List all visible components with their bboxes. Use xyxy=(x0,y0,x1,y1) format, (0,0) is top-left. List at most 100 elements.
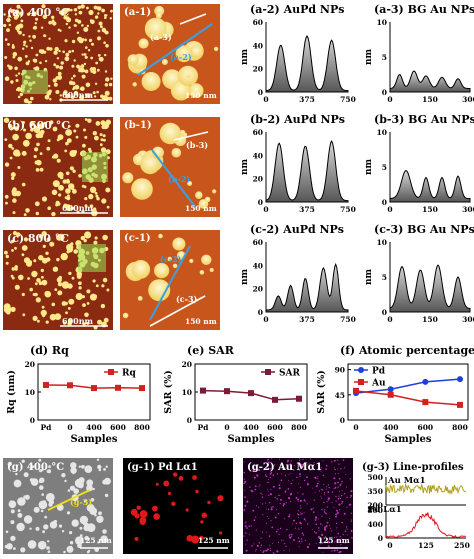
particle xyxy=(10,535,16,542)
particle xyxy=(7,15,10,18)
particle xyxy=(33,58,38,63)
particle xyxy=(322,460,324,462)
particle xyxy=(201,254,212,265)
particle xyxy=(39,469,43,473)
particle xyxy=(100,147,107,153)
particle xyxy=(93,95,97,98)
particle xyxy=(61,530,65,533)
particle xyxy=(285,502,287,504)
particle xyxy=(285,489,287,491)
particle xyxy=(171,501,176,506)
particle xyxy=(255,505,257,507)
particle xyxy=(15,14,20,18)
chart-xtick: 600 xyxy=(110,423,126,432)
particle xyxy=(260,546,262,548)
particle xyxy=(182,132,188,138)
series-line xyxy=(355,390,461,406)
particle xyxy=(39,152,43,156)
particle xyxy=(171,147,182,158)
particle xyxy=(331,461,333,463)
particle xyxy=(11,176,15,180)
particle xyxy=(42,14,48,20)
particle xyxy=(327,497,330,500)
particle xyxy=(96,458,100,461)
particle xyxy=(272,474,275,476)
profile-ytick: 60 xyxy=(253,238,263,247)
particle xyxy=(64,479,67,483)
particle xyxy=(331,491,334,493)
particle xyxy=(23,128,26,132)
chart-ytick: 0 xyxy=(340,416,345,425)
particle xyxy=(7,43,10,46)
particle xyxy=(346,496,348,498)
particle xyxy=(25,61,30,66)
particle xyxy=(10,509,15,514)
particle xyxy=(350,530,353,532)
chart-ytick: 20 xyxy=(25,360,35,369)
particle xyxy=(35,17,39,21)
particle xyxy=(102,479,108,485)
particle xyxy=(302,466,304,468)
particle xyxy=(243,461,245,463)
profile-ytick: 40 xyxy=(253,261,263,270)
particle xyxy=(269,547,271,549)
particle xyxy=(243,471,246,474)
chart-title: (d) Rq xyxy=(30,344,69,357)
particle xyxy=(137,296,143,301)
particle xyxy=(327,484,329,486)
particle xyxy=(34,22,37,25)
particle xyxy=(323,528,326,530)
profile-curve xyxy=(389,169,471,203)
chart-ytick: 10 xyxy=(25,388,35,397)
particle xyxy=(54,46,59,52)
particle xyxy=(11,147,15,150)
sem-label: (g) 400 °C xyxy=(7,462,64,473)
particle xyxy=(22,313,26,317)
particle xyxy=(66,545,74,553)
particle xyxy=(21,292,25,297)
particle xyxy=(38,458,42,462)
particle xyxy=(301,513,303,515)
chart-xlabel: Samples xyxy=(227,434,274,445)
particle xyxy=(262,514,264,516)
particle xyxy=(104,83,109,87)
particle xyxy=(134,513,140,519)
particle xyxy=(96,68,100,72)
particle xyxy=(341,500,344,503)
particle xyxy=(48,89,52,94)
particle xyxy=(266,531,268,533)
particle xyxy=(56,277,62,283)
particle xyxy=(22,33,25,37)
particle xyxy=(290,472,292,474)
data-point xyxy=(422,378,429,385)
chart-xtick: 400 xyxy=(86,423,102,432)
particle xyxy=(267,548,269,551)
particle xyxy=(83,128,86,132)
particle xyxy=(284,475,287,477)
particle xyxy=(323,510,325,512)
particle xyxy=(53,153,59,159)
particle xyxy=(139,510,148,518)
particle xyxy=(288,515,291,518)
legend-marker xyxy=(358,367,364,373)
chart-xtick: 800 xyxy=(452,423,468,432)
particle xyxy=(30,96,34,101)
particle xyxy=(327,540,329,542)
particle xyxy=(45,293,50,298)
chart-ytick: 0 xyxy=(187,416,192,425)
particle xyxy=(12,211,16,215)
particle xyxy=(325,513,328,515)
sem-line-label: (g-3) xyxy=(70,497,92,507)
particle xyxy=(104,53,107,57)
particle xyxy=(99,25,103,29)
particle xyxy=(64,56,70,62)
particle xyxy=(341,538,343,540)
zoom-line-label-c3: (c-3) xyxy=(176,294,198,304)
particle xyxy=(47,540,50,543)
au-map-label: (g-2) Au Mα1 xyxy=(247,462,322,473)
particle xyxy=(301,540,303,542)
data-point xyxy=(67,382,73,389)
particle xyxy=(300,505,302,507)
particle xyxy=(198,199,209,209)
particle xyxy=(335,500,337,502)
